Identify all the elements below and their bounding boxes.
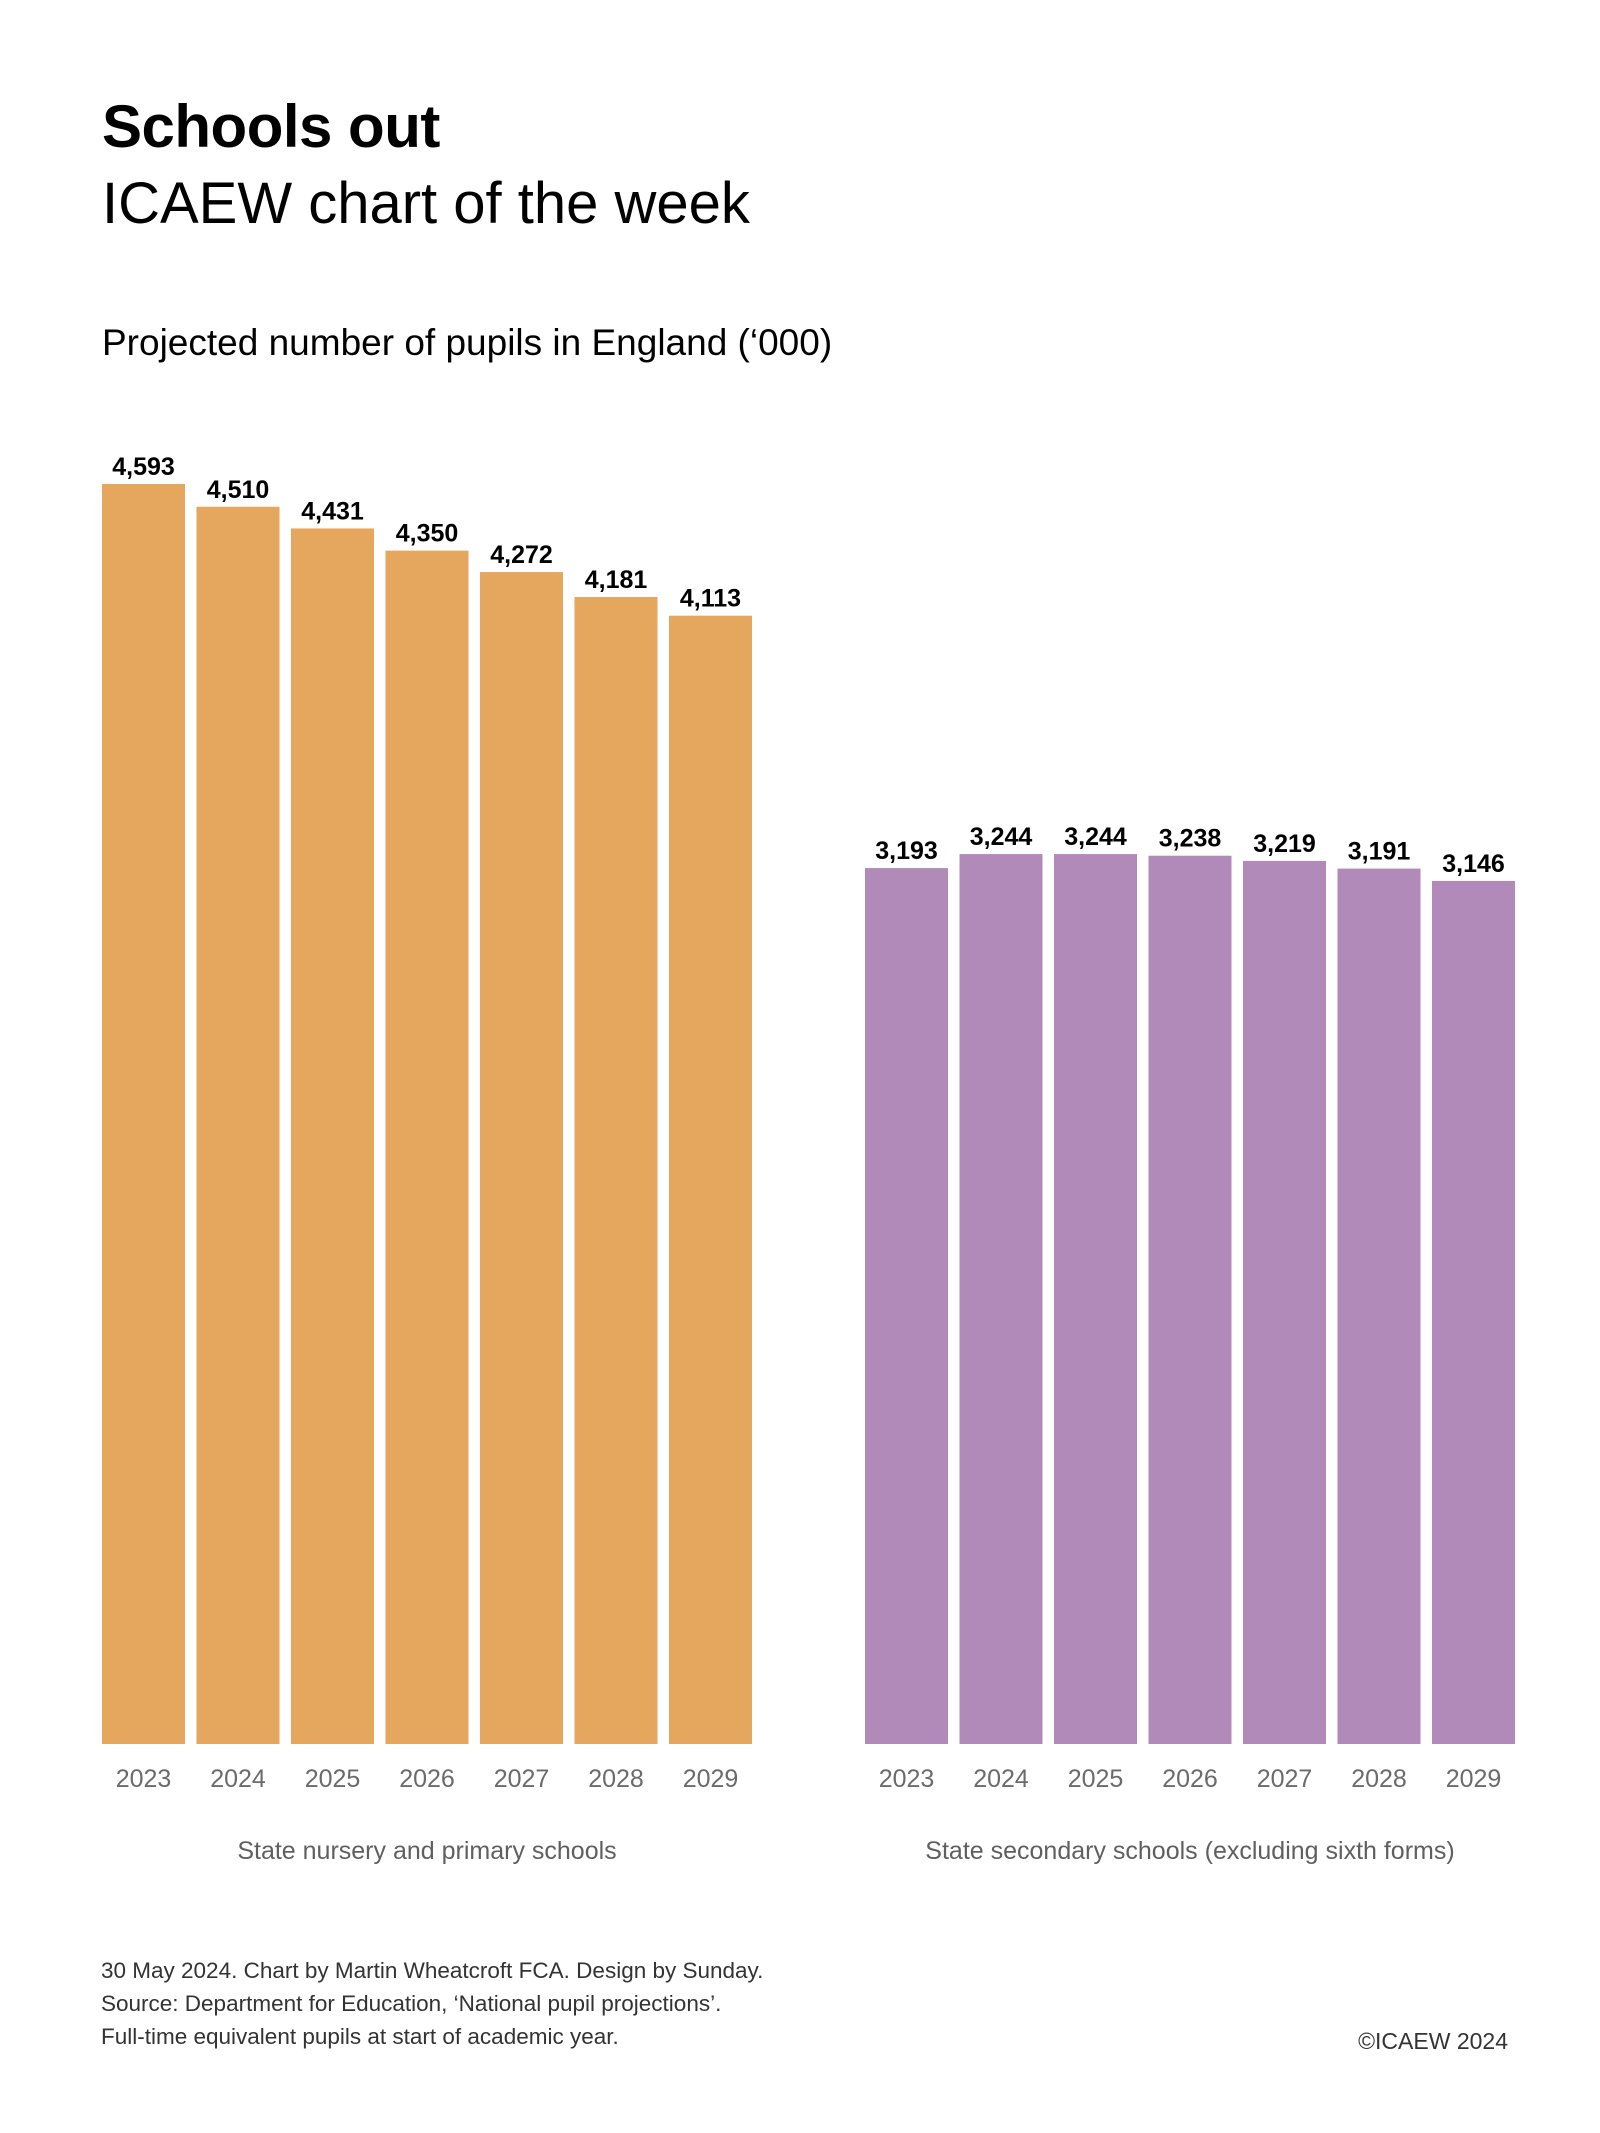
x-tick-label: 2028: [1351, 1765, 1407, 1793]
data-label: 4,431: [301, 497, 364, 525]
bar: [196, 506, 280, 1745]
data-label: 4,272: [490, 541, 553, 569]
x-tick-label: 2023: [116, 1765, 172, 1793]
x-tick-label: 2027: [494, 1765, 550, 1793]
bar: [959, 854, 1043, 1744]
data-label: 4,350: [396, 520, 459, 548]
data-label: 4,510: [207, 476, 270, 504]
x-tick-label: 2028: [588, 1765, 644, 1793]
x-tick-label: 2026: [1162, 1765, 1218, 1793]
bar: [669, 615, 752, 1744]
data-label: 3,191: [1348, 838, 1411, 866]
x-tick-label: 2025: [1068, 1765, 1124, 1793]
data-label: 4,181: [585, 566, 648, 594]
bar: [1148, 855, 1232, 1744]
footer-note: Full-time equivalent pupils at start of …: [101, 2024, 619, 2049]
data-label: 4,593: [112, 453, 175, 481]
x-tick-label: 2029: [683, 1765, 739, 1793]
series-primary: 4,593 2023 4,510 2024 4,431 2025 4,350 2026 4,27…: [102, 453, 752, 1865]
x-tick-label: 2024: [973, 1765, 1029, 1793]
x-tick-label: 2029: [1446, 1765, 1502, 1793]
data-label: 3,238: [1159, 825, 1222, 853]
data-label: 3,219: [1253, 830, 1316, 858]
bar: [574, 597, 658, 1744]
bar: [1432, 880, 1515, 1744]
bar: [480, 572, 563, 1745]
chart-title: Schools out: [102, 93, 440, 160]
x-tick-label: 2023: [879, 1765, 935, 1793]
bar: [1054, 854, 1137, 1744]
x-tick-label: 2027: [1257, 1765, 1313, 1793]
x-tick-label: 2025: [305, 1765, 361, 1793]
footer-source: Source: Department for Education, ‘Natio…: [101, 1991, 722, 2016]
bar: [291, 528, 374, 1744]
bar: [865, 868, 948, 1744]
copyright: ©ICAEW 2024: [1358, 2028, 1508, 2054]
data-label: 3,193: [875, 837, 938, 865]
chart-heading: Projected number of pupils in England (‘…: [102, 322, 833, 363]
bar: [1243, 860, 1326, 1744]
series-secondary: 3,193 2023 3,244 2024 3,244 2025 3,238 2026 3,21…: [865, 823, 1515, 1865]
data-label: 3,244: [1064, 823, 1127, 851]
bar: [1337, 868, 1421, 1744]
group-label: State nursery and primary schools: [237, 1837, 616, 1865]
chart-subtitle: ICAEW chart of the week: [102, 171, 750, 236]
data-label: 3,244: [970, 823, 1033, 851]
footer-credits: 30 May 2024. Chart by Martin Wheatcroft …: [101, 1958, 764, 1983]
data-label: 3,146: [1442, 850, 1505, 878]
group-label: State secondary schools (excluding sixth…: [925, 1837, 1454, 1865]
bar: [102, 484, 185, 1744]
data-label: 4,113: [680, 585, 741, 613]
x-tick-label: 2026: [399, 1765, 455, 1793]
x-tick-label: 2024: [210, 1765, 266, 1793]
bar: [385, 550, 469, 1744]
